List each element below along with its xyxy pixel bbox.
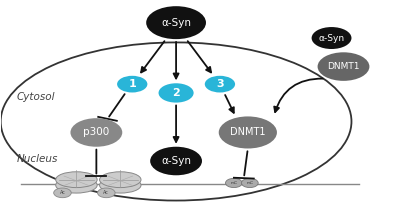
Circle shape <box>219 116 277 149</box>
Circle shape <box>146 6 206 39</box>
Ellipse shape <box>100 172 141 188</box>
Circle shape <box>312 27 352 49</box>
Circle shape <box>98 188 115 198</box>
Ellipse shape <box>56 172 97 188</box>
Text: DNMT1: DNMT1 <box>327 62 360 71</box>
Text: α-Syn: α-Syn <box>161 156 191 166</box>
Text: α-Syn: α-Syn <box>161 18 191 28</box>
Circle shape <box>226 178 242 188</box>
Text: 3: 3 <box>216 79 224 89</box>
Text: p300: p300 <box>83 128 110 137</box>
Ellipse shape <box>56 177 97 193</box>
Text: Cytosol: Cytosol <box>17 92 55 102</box>
Ellipse shape <box>100 177 141 193</box>
Circle shape <box>54 188 71 198</box>
Text: mC: mC <box>246 181 253 185</box>
Text: DNMT1: DNMT1 <box>230 128 266 137</box>
Text: Ac: Ac <box>60 190 66 195</box>
Circle shape <box>318 52 370 81</box>
Circle shape <box>150 147 202 175</box>
Circle shape <box>205 76 235 93</box>
Text: Nucleus: Nucleus <box>17 154 58 164</box>
Circle shape <box>158 83 194 103</box>
Circle shape <box>70 118 122 147</box>
Circle shape <box>117 76 147 93</box>
Text: 1: 1 <box>128 79 136 89</box>
Circle shape <box>242 178 258 188</box>
Text: Ac: Ac <box>103 190 109 195</box>
Text: 2: 2 <box>172 88 180 98</box>
Text: mC: mC <box>230 181 238 185</box>
Text: α-Syn: α-Syn <box>318 34 345 42</box>
